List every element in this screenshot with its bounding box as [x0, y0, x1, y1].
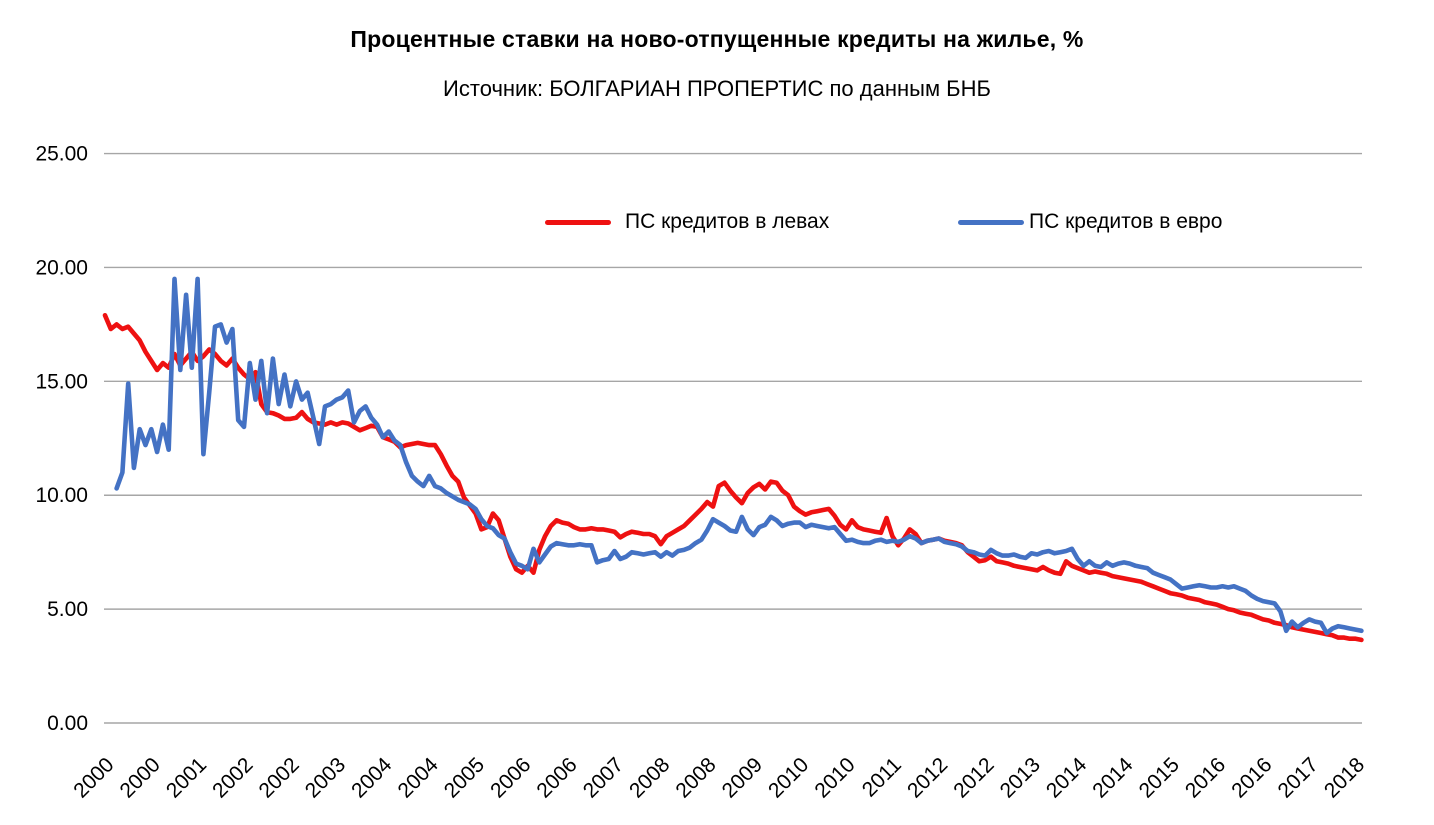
y-tick-label: 20.00: [35, 256, 88, 279]
x-tick-label: 2003: [301, 753, 350, 802]
x-tick-label: 2001: [162, 753, 211, 802]
x-tick-label: 2013: [996, 753, 1045, 802]
x-tick-label: 2010: [810, 753, 859, 802]
x-tick-label: 2002: [208, 753, 257, 802]
legend-line-blue-icon: [958, 219, 1024, 225]
x-tick-label: 2018: [1320, 753, 1369, 802]
x-tick-label: 2010: [764, 753, 813, 802]
legend-label-euro: ПС кредитов в евро: [1029, 210, 1223, 233]
x-tick-label: 2004: [347, 753, 397, 803]
chart-subtitle: Источник: БОЛГАРИАН ПРОПЕРТИС по данным …: [443, 76, 991, 101]
x-tick-label: 2007: [579, 753, 628, 802]
y-tick-label: 25.00: [35, 143, 88, 166]
x-tick-label: 2014: [1088, 753, 1138, 803]
y-tick-label: 15.00: [35, 370, 88, 393]
x-tick-label: 2016: [1227, 753, 1276, 802]
x-tick-label: 2012: [903, 753, 952, 802]
x-tick-label: 2009: [718, 753, 767, 802]
x-tick-label: 2008: [671, 753, 720, 802]
x-tick-label: 2000: [116, 753, 165, 802]
x-tick-label: 2005: [440, 753, 489, 802]
chart-title: Процентные ставки на ново-отпущенные кре…: [350, 26, 1084, 52]
x-tick-label: 2014: [1042, 753, 1092, 803]
legend-label-leva: ПС кредитов в левах: [625, 210, 830, 233]
y-tick-label: 10.00: [35, 484, 88, 507]
x-tick-label: 2017: [1274, 753, 1323, 802]
x-tick-label: 2004: [393, 753, 443, 803]
legend-line-red-icon: [545, 219, 611, 225]
x-tick-label: 2011: [858, 753, 906, 801]
x-tick-label: 2015: [1135, 753, 1184, 802]
x-tick-label: 2000: [69, 753, 118, 802]
x-tick-label: 2002: [255, 753, 304, 802]
legend-item-leva: ПС кредитов в левах: [545, 210, 829, 234]
x-tick-label: 2016: [1181, 753, 1230, 802]
x-tick-label: 2006: [486, 753, 535, 802]
series-line-euro: [114, 276, 1364, 636]
y-tick-label: 5.00: [47, 598, 88, 621]
x-tick-label: 2008: [625, 753, 674, 802]
x-tick-label: 2012: [949, 753, 998, 802]
series-line-leva: [102, 312, 1364, 643]
legend-item-euro: ПС кредитов в евро: [958, 210, 1222, 234]
x-tick-label: 2006: [532, 753, 581, 802]
y-tick-label: 0.00: [47, 712, 88, 735]
